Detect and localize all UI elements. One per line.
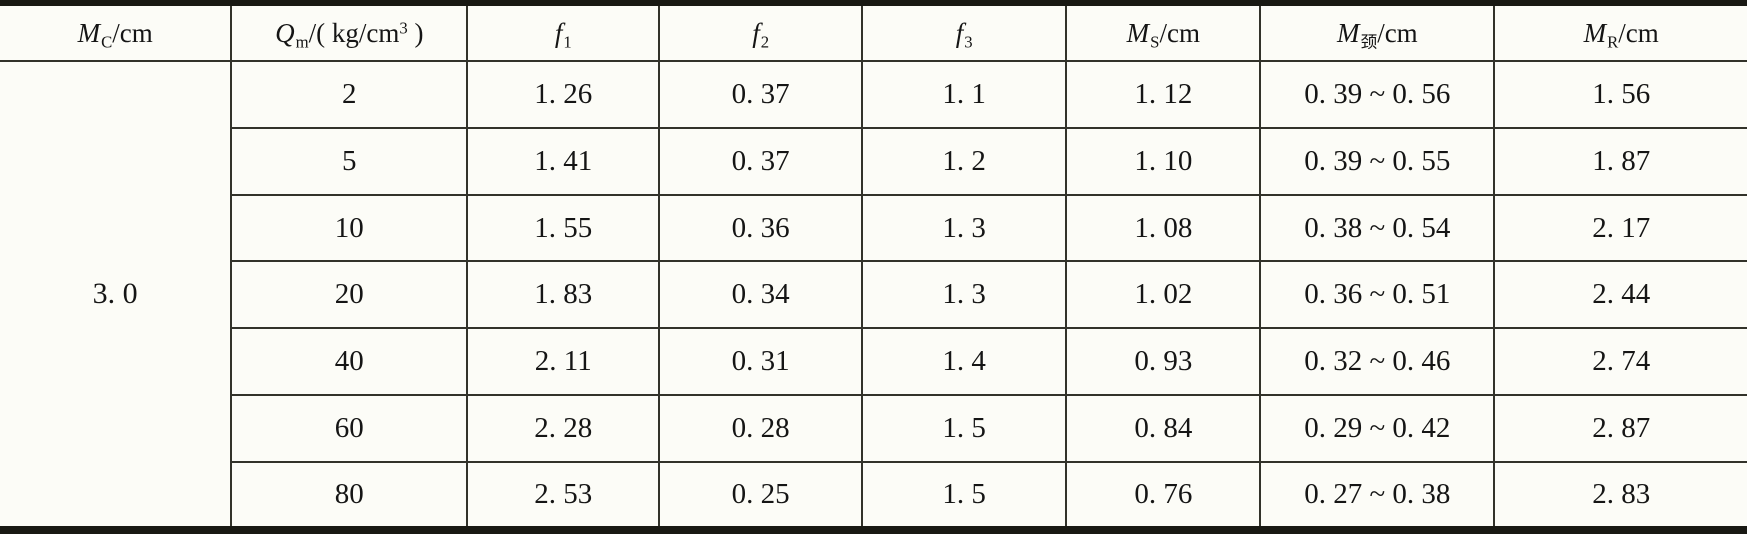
cell-f2: 0. 28	[660, 396, 863, 463]
cell-f3: 1. 5	[862, 396, 1068, 463]
cell-mr: 2. 87	[1495, 396, 1747, 463]
cell-f2: 0. 31	[660, 329, 863, 397]
cell-mr: 1. 56	[1495, 62, 1747, 129]
table-row: 40 2. 11 0. 31 1. 4 0. 93 0. 32 ~ 0. 46 2. 74	[0, 329, 1747, 397]
table-row: 10 1. 55 0. 36 1. 3 1. 08 0. 38 ~ 0. 54 2. 17	[0, 195, 1747, 263]
cell-f1: 1. 41	[468, 128, 661, 196]
cell-f2: 0. 37	[660, 128, 863, 196]
cell-ms: 1. 10	[1067, 128, 1262, 196]
cell-f3: 1. 4	[862, 329, 1068, 397]
header-symbol: M	[1336, 17, 1361, 48]
cell-ms: 0. 84	[1067, 396, 1262, 463]
cell-ms: 1. 08	[1067, 195, 1262, 263]
table-body: 3. 0 2 1. 26 0. 37 1. 1 1. 12 0. 39 ~ 0. 56 1. …	[0, 62, 1747, 526]
header-subscript: S	[1150, 31, 1160, 51]
cell-f2: 0. 25	[660, 462, 863, 526]
column-header-mjing: M颈/cm	[1261, 6, 1496, 62]
table-row: 60 2. 28 0. 28 1. 5 0. 84 0. 29 ~ 0. 42 2. 87	[0, 396, 1747, 463]
cell-qm: 20	[232, 262, 469, 330]
cell-f1: 1. 83	[468, 262, 661, 330]
header-subscript: R	[1607, 31, 1619, 51]
cell-mr: 2. 44	[1495, 262, 1747, 330]
cell-qm: 2	[232, 62, 469, 129]
cell-ms: 1. 12	[1067, 62, 1262, 129]
column-header-mc: MC/cm	[0, 6, 233, 62]
cell-ms: 0. 93	[1067, 329, 1262, 397]
cell-ms: 1. 02	[1067, 262, 1262, 330]
cell-qm: 5	[232, 128, 469, 196]
table-row: 5 1. 41 0. 37 1. 2 1. 10 0. 39 ~ 0. 55 1. 87	[0, 128, 1747, 196]
header-symbol: M	[1126, 17, 1151, 48]
header-subscript: 3	[964, 31, 973, 51]
cell-f3: 1. 3	[862, 195, 1068, 263]
header-unit: /cm	[1377, 17, 1418, 48]
cell-mjing: 0. 27 ~ 0. 38	[1261, 462, 1496, 526]
cell-mjing: 0. 38 ~ 0. 54	[1261, 195, 1496, 263]
cell-f2: 0. 36	[660, 195, 863, 263]
cell-mr: 2. 83	[1592, 477, 1651, 510]
cell-f2: 0. 37	[660, 62, 863, 129]
cell-mr: 2. 17	[1495, 196, 1747, 263]
column-header-f2: f2	[660, 6, 863, 62]
column-header-qm: Qm/( kg/cm3 )	[232, 6, 469, 62]
cell-f1: 2. 11	[468, 329, 661, 397]
header-symbol: f	[752, 17, 761, 48]
cell-qm: 80	[232, 462, 469, 526]
table-row: 20 1. 83 0. 34 1. 3 1. 02 0. 36 ~ 0. 51 2. 44	[0, 262, 1747, 330]
header-symbol: f	[955, 17, 965, 48]
header-subscript: C	[101, 31, 113, 51]
header-row: MC/cm Qm/( kg/cm3 ) f1 f2 f3 MS/cm M颈/cm…	[0, 6, 1747, 62]
header-symbol: Q	[275, 17, 296, 48]
cell-f2: 0. 34	[660, 262, 863, 330]
cell-f3: 1. 5	[863, 462, 1068, 526]
cell-mr: 2. 74	[1495, 329, 1747, 397]
column-header-ms: MS/cm	[1067, 6, 1262, 62]
cell-qm: 60	[232, 396, 469, 463]
header-unit: /cm	[1618, 17, 1659, 48]
header-unit: /( kg/cm	[308, 17, 400, 48]
column-header-f3: f3	[862, 6, 1068, 62]
table-row: 3. 0 2 1. 26 0. 37 1. 1 1. 12 0. 39 ~ 0. 56 1. …	[0, 62, 1747, 526]
column-header-mr: MR/cm	[1495, 6, 1747, 62]
cell-mjing: 0. 36 ~ 0. 51	[1261, 262, 1496, 330]
cell-mjing: 0. 29 ~ 0. 42	[1261, 396, 1496, 463]
cell-f1: 1. 26	[468, 62, 661, 129]
cell-mjing: 0. 39 ~ 0. 55	[1261, 128, 1496, 196]
header-unit-close: )	[407, 17, 424, 48]
cell-f3: 1. 1	[862, 62, 1068, 129]
cell-f1: 1. 55	[468, 195, 661, 263]
cell-ms: 0. 76	[1067, 462, 1262, 526]
table-row: 80 2. 53 0. 25 1. 5 0. 76 0. 27 ~ 0. 38 2. 83	[0, 462, 1747, 526]
header-superscript: 3	[399, 18, 408, 38]
header-subscript: 2	[760, 31, 770, 51]
cell-mjing: 0. 39 ~ 0. 56	[1261, 62, 1496, 129]
header-unit: /cm	[1159, 17, 1200, 48]
cell-mr: 1. 87	[1495, 129, 1747, 196]
cell-mjing: 0. 32 ~ 0. 46	[1261, 329, 1496, 397]
header-unit: /cm	[112, 17, 153, 48]
header-subscript: 颈	[1360, 31, 1378, 51]
cell-qm: 40	[232, 329, 469, 397]
header-subscript: 1	[563, 31, 572, 51]
column-header-f1: f1	[468, 6, 661, 62]
merged-cell-mc: 3. 0	[0, 62, 233, 526]
header-symbol: f	[554, 17, 564, 48]
cell-f3: 1. 3	[862, 262, 1068, 330]
cell-f3: 1. 2	[862, 128, 1068, 196]
cell-f1: 2. 53	[468, 462, 661, 526]
cell-qm: 10	[232, 195, 469, 263]
table-header: MC/cm Qm/( kg/cm3 ) f1 f2 f3 MS/cm M颈/cm…	[0, 6, 1747, 62]
cell-f1: 2. 28	[468, 396, 661, 463]
header-subscript: m	[295, 31, 309, 51]
header-symbol: M	[77, 17, 102, 48]
header-symbol: M	[1583, 17, 1608, 48]
